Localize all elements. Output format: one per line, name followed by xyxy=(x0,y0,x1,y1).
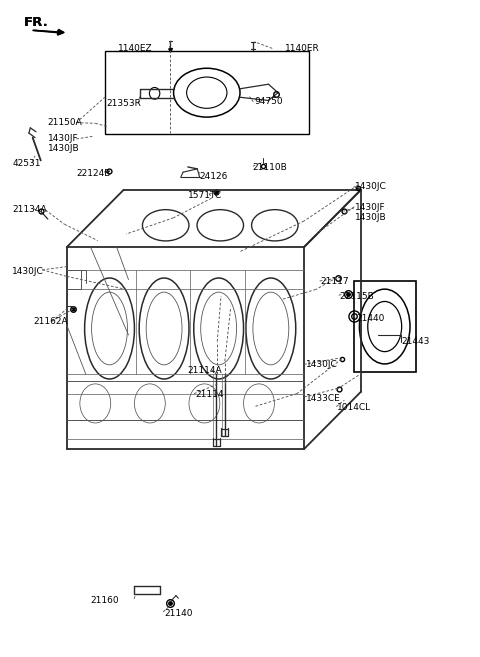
Text: 21160: 21160 xyxy=(91,596,119,604)
Text: 21114: 21114 xyxy=(195,390,223,399)
Text: 1430JF: 1430JF xyxy=(48,135,78,143)
Text: 21110B: 21110B xyxy=(253,163,288,172)
Text: 21114A: 21114A xyxy=(188,366,222,374)
Text: 21440: 21440 xyxy=(356,313,384,323)
Text: 1140EZ: 1140EZ xyxy=(118,44,152,53)
Text: 1430JC: 1430JC xyxy=(305,361,337,369)
Text: FR.: FR. xyxy=(24,16,49,29)
Text: 1430JB: 1430JB xyxy=(355,214,386,222)
Text: 1140ER: 1140ER xyxy=(285,44,320,53)
Text: 21134A: 21134A xyxy=(12,205,47,214)
Bar xyxy=(105,51,309,135)
Text: 94750: 94750 xyxy=(254,97,283,106)
Text: 21443: 21443 xyxy=(401,337,430,346)
Text: 21162A: 21162A xyxy=(34,317,68,327)
Text: 21117: 21117 xyxy=(321,277,349,286)
Text: 1433CE: 1433CE xyxy=(305,394,340,403)
Text: FR.: FR. xyxy=(24,16,49,29)
Text: 21150A: 21150A xyxy=(48,118,83,127)
Text: 1430JC: 1430JC xyxy=(355,182,386,191)
Bar xyxy=(354,281,416,372)
Text: 21140: 21140 xyxy=(164,608,192,618)
Text: 1430JB: 1430JB xyxy=(48,144,80,153)
Text: 22124B: 22124B xyxy=(76,169,111,178)
Text: 21115B: 21115B xyxy=(340,292,374,301)
Text: 1571TC: 1571TC xyxy=(188,191,222,200)
Text: 1430JF: 1430JF xyxy=(355,204,385,212)
Text: 1430JC: 1430JC xyxy=(12,267,44,276)
Text: 42531: 42531 xyxy=(12,159,41,168)
Text: 21353R: 21353R xyxy=(106,99,141,108)
Text: 24126: 24126 xyxy=(200,171,228,181)
Text: 1014CL: 1014CL xyxy=(337,403,372,413)
